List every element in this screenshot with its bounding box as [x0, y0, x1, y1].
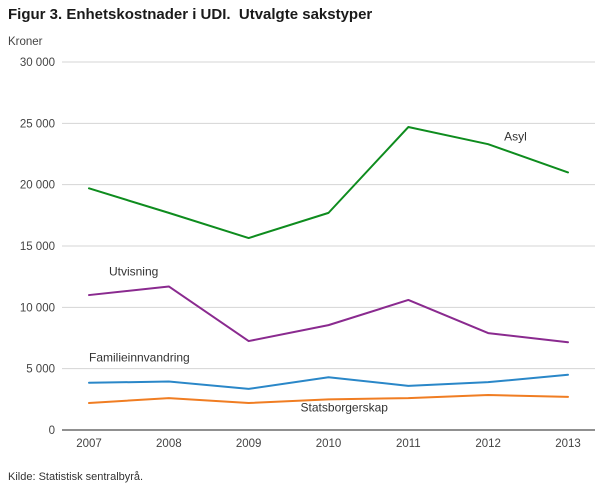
y-tick-label: 15 000: [20, 241, 55, 253]
y-tick-label: 25 000: [20, 118, 55, 130]
series-line-utvisning: [88, 285, 569, 344]
line-chart: 0 5 000 10 000 15 000 20 000 25 000 30 000 2007…: [20, 57, 595, 450]
y-tick-label: 5 000: [26, 364, 55, 376]
x-tick-label: 2008: [156, 438, 182, 450]
x-tick-label: 2012: [475, 438, 501, 450]
series-label-familieinnvandring: Familieinnvandring: [89, 350, 190, 364]
y-tick-label: 0: [49, 425, 55, 437]
series-label-asyl: Asyl: [504, 130, 527, 144]
series-line-asyl: [88, 126, 569, 240]
series-label-statsborgerskap: Statsborgerskap: [301, 401, 389, 415]
y-tick-label: 30 000: [20, 57, 55, 69]
y-tick-label: 10 000: [20, 302, 55, 314]
y-tick-label: 20 000: [20, 180, 55, 192]
x-tick-label: 2013: [555, 438, 581, 450]
series-label-utvisning: Utvisning: [109, 264, 158, 278]
x-tick-label: 2010: [316, 438, 342, 450]
y-axis-unit-label: Kroner: [8, 36, 43, 48]
x-tick-label: 2007: [76, 438, 102, 450]
x-tick-label: 2011: [396, 438, 421, 450]
series-line-familieinnvandring: [88, 373, 569, 390]
x-tick-label: 2009: [236, 438, 262, 450]
chart-title: Figur 3. Enhetskostnader i UDI. Utvalgte…: [8, 6, 373, 23]
source-note: Kilde: Statistisk sentralbyrå.: [8, 471, 144, 483]
series-line-statsborgerskap: [88, 394, 569, 405]
